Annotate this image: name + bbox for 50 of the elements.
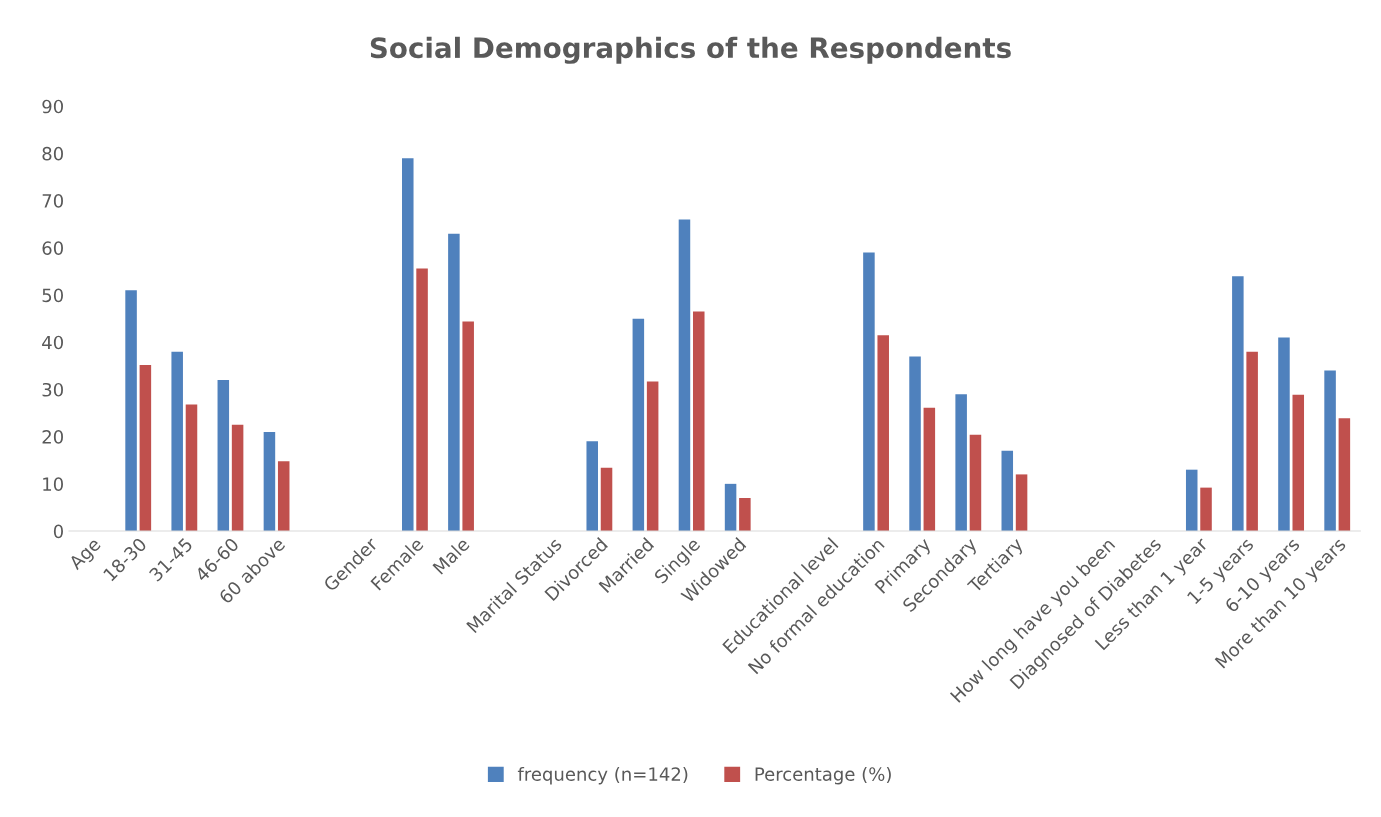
bar [600, 467, 613, 532]
bar [678, 219, 691, 532]
bar [217, 380, 230, 532]
bar [231, 424, 244, 532]
bar [692, 311, 705, 532]
bar [586, 441, 598, 532]
bar [724, 483, 737, 532]
y-tick-label: 60 [42, 241, 63, 255]
bar [416, 268, 428, 532]
bar [632, 318, 645, 532]
y-tick-label: 50 [42, 288, 63, 303]
bar [1324, 370, 1336, 532]
bar [277, 461, 290, 532]
bar [955, 394, 967, 532]
bar [1185, 469, 1198, 532]
bar [139, 364, 152, 532]
bar [1338, 418, 1351, 532]
bar [462, 321, 474, 532]
y-tick-label: 30 [42, 382, 63, 397]
bar [909, 356, 921, 532]
bar [969, 434, 982, 532]
bar [402, 158, 414, 532]
bar [923, 407, 936, 532]
bar [739, 498, 751, 532]
y-tick-label: 10 [43, 477, 63, 491]
chart-title: Social Demographics of the Respondents [370, 36, 1011, 64]
y-tick-label: 70 [42, 194, 63, 208]
bar [1278, 337, 1290, 532]
bar [448, 233, 460, 532]
bar [1232, 276, 1244, 532]
y-tick-label: 90 [42, 99, 63, 114]
bar [877, 335, 889, 532]
bar [1292, 394, 1305, 532]
bar [1001, 450, 1014, 532]
legend-label: frequency (n=142) [517, 766, 688, 785]
bar [185, 404, 198, 532]
legend-label: Percentage (%) [755, 766, 891, 785]
bar [1246, 351, 1258, 532]
bar [125, 290, 137, 532]
bar [646, 381, 659, 532]
bar [263, 431, 276, 532]
bar [1015, 474, 1028, 532]
bar [171, 351, 183, 532]
bar [1200, 487, 1212, 532]
y-tick-label: 80 [42, 146, 63, 161]
x-tick-label: Age [67, 536, 104, 573]
y-tick-label: 40 [42, 335, 63, 350]
y-tick-label: 0 [53, 524, 63, 539]
y-tick-label: 20 [42, 430, 63, 444]
bar [863, 252, 875, 532]
